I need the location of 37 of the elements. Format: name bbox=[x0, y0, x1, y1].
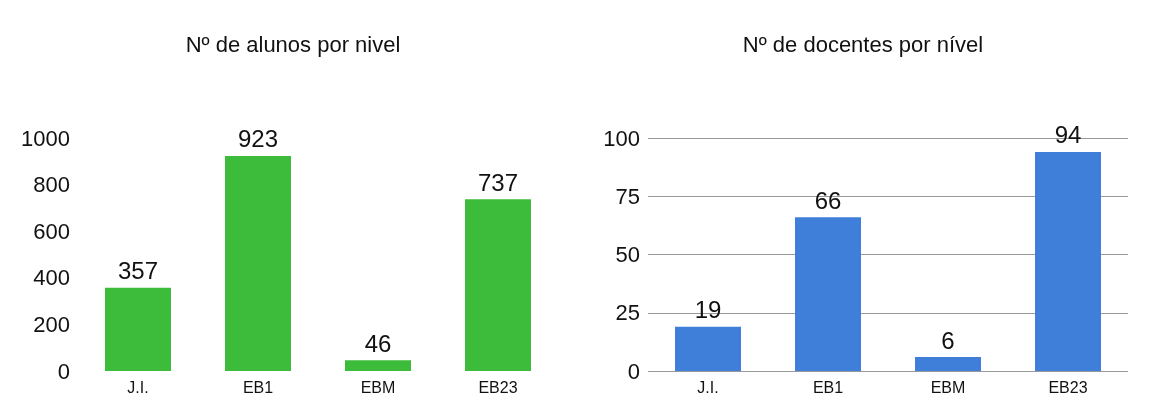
bar bbox=[465, 199, 531, 371]
data-label: 66 bbox=[814, 186, 842, 214]
data-label: 19 bbox=[694, 296, 722, 324]
data-label: 46 bbox=[364, 329, 392, 357]
bar bbox=[915, 357, 981, 371]
y-tick-label: 0 bbox=[57, 358, 70, 384]
chart-title: Nº de alunos por nivel bbox=[185, 31, 401, 57]
x-tick-label: EB1 bbox=[242, 378, 274, 396]
data-label: 923 bbox=[237, 125, 279, 153]
y-tick-label: 0 bbox=[627, 358, 640, 384]
bar bbox=[675, 326, 741, 371]
y-tick-label: 800 bbox=[33, 172, 70, 198]
y-tick-label: 100 bbox=[603, 125, 640, 151]
y-tick-label: 25 bbox=[615, 300, 640, 326]
bar bbox=[345, 360, 411, 371]
data-label: 6 bbox=[941, 326, 955, 354]
y-tick-label: 50 bbox=[615, 242, 640, 267]
x-tick-label: EB23 bbox=[478, 378, 518, 396]
y-tick-label: 75 bbox=[615, 183, 640, 209]
data-label: 357 bbox=[117, 257, 159, 285]
bar bbox=[105, 287, 171, 371]
x-tick-label: EBM bbox=[360, 378, 396, 396]
x-tick-label: J.I. bbox=[697, 378, 719, 396]
data-label: 94 bbox=[1054, 121, 1082, 149]
bar bbox=[225, 155, 291, 371]
data-label: 737 bbox=[477, 168, 519, 196]
y-tick-label: 200 bbox=[33, 311, 70, 337]
y-tick-label: 400 bbox=[33, 265, 70, 291]
bar bbox=[795, 217, 861, 371]
bar bbox=[1035, 151, 1101, 371]
x-tick-label: J.I. bbox=[127, 378, 149, 396]
x-tick-label: EB23 bbox=[1048, 378, 1088, 396]
y-tick-label: 1000 bbox=[21, 125, 70, 151]
x-tick-label: EBM bbox=[930, 378, 966, 396]
chart-title: Nº de docentes por nível bbox=[742, 31, 984, 57]
y-tick-label: 600 bbox=[33, 218, 70, 244]
x-tick-label: EB1 bbox=[812, 378, 844, 396]
